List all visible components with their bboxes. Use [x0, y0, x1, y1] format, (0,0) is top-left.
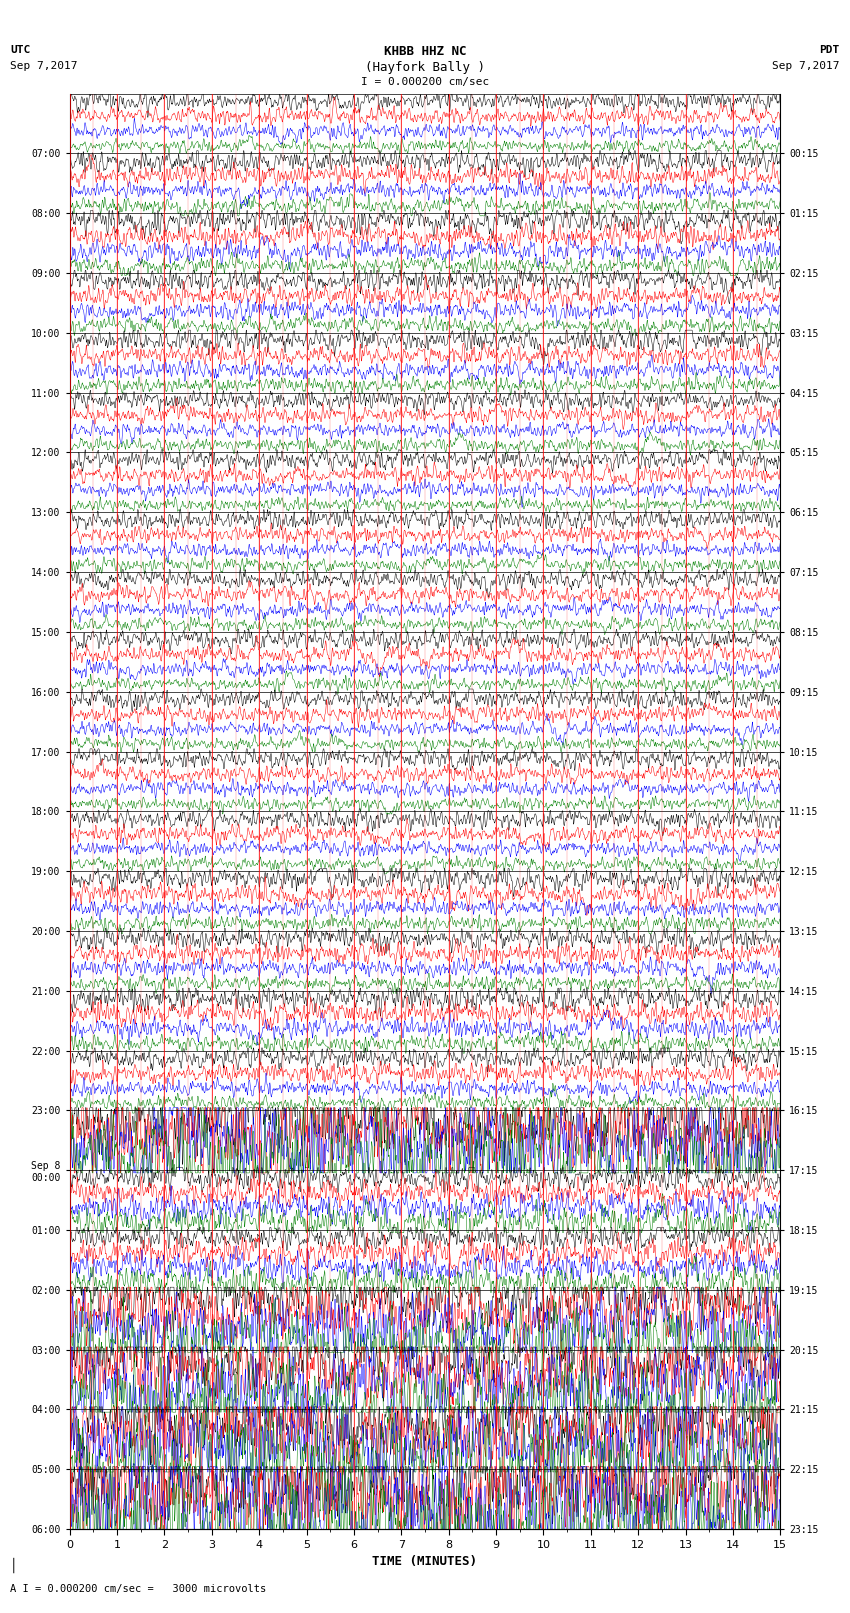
Text: │: │: [10, 1557, 18, 1573]
Text: Sep 7,2017: Sep 7,2017: [10, 61, 77, 71]
Text: (Hayfork Bally ): (Hayfork Bally ): [365, 61, 485, 74]
Text: UTC: UTC: [10, 45, 31, 55]
Text: PDT: PDT: [819, 45, 840, 55]
Text: KHBB HHZ NC: KHBB HHZ NC: [383, 45, 467, 58]
Text: Sep 7,2017: Sep 7,2017: [773, 61, 840, 71]
X-axis label: TIME (MINUTES): TIME (MINUTES): [372, 1555, 478, 1568]
Text: A I = 0.000200 cm/sec =   3000 microvolts: A I = 0.000200 cm/sec = 3000 microvolts: [10, 1584, 266, 1594]
Text: I = 0.000200 cm/sec: I = 0.000200 cm/sec: [361, 77, 489, 87]
